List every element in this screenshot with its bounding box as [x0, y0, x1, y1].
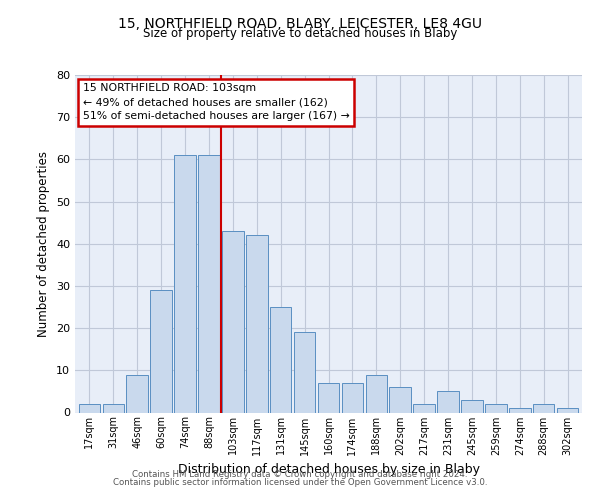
Bar	[270, 307, 292, 412]
Bar	[294, 332, 316, 412]
Bar	[151, 290, 172, 412]
Bar	[246, 236, 268, 412]
Text: 15, NORTHFIELD ROAD, BLABY, LEICESTER, LE8 4GU: 15, NORTHFIELD ROAD, BLABY, LEICESTER, L…	[118, 18, 482, 32]
Bar	[509, 408, 530, 412]
Bar	[389, 387, 411, 412]
Bar	[318, 383, 339, 412]
Bar	[103, 404, 124, 412]
Bar	[533, 404, 554, 412]
Bar	[198, 155, 220, 412]
Bar	[174, 155, 196, 412]
Bar	[437, 392, 459, 412]
Bar	[461, 400, 483, 412]
Bar	[557, 408, 578, 412]
Bar	[222, 231, 244, 412]
Bar	[127, 374, 148, 412]
Bar	[413, 404, 435, 412]
Bar	[79, 404, 100, 412]
Bar	[365, 374, 387, 412]
Bar	[485, 404, 506, 412]
Text: Size of property relative to detached houses in Blaby: Size of property relative to detached ho…	[143, 28, 457, 40]
Text: Contains HM Land Registry data © Crown copyright and database right 2024.: Contains HM Land Registry data © Crown c…	[132, 470, 468, 479]
Text: 15 NORTHFIELD ROAD: 103sqm
← 49% of detached houses are smaller (162)
51% of sem: 15 NORTHFIELD ROAD: 103sqm ← 49% of deta…	[83, 84, 349, 122]
X-axis label: Distribution of detached houses by size in Blaby: Distribution of detached houses by size …	[178, 463, 479, 476]
Y-axis label: Number of detached properties: Number of detached properties	[37, 151, 50, 337]
Bar	[341, 383, 363, 412]
Text: Contains public sector information licensed under the Open Government Licence v3: Contains public sector information licen…	[113, 478, 487, 487]
